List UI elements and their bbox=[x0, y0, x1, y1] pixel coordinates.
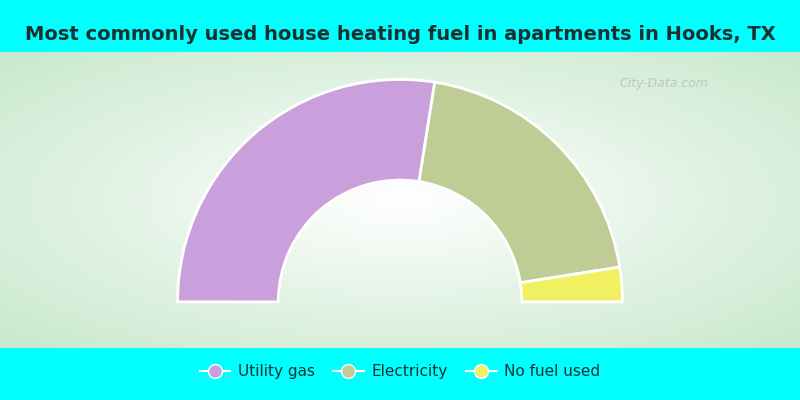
Wedge shape bbox=[178, 80, 434, 302]
Legend: Utility gas, Electricity, No fuel used: Utility gas, Electricity, No fuel used bbox=[194, 358, 606, 385]
Text: City-Data.com: City-Data.com bbox=[619, 78, 709, 90]
Wedge shape bbox=[520, 267, 622, 302]
Wedge shape bbox=[419, 82, 620, 283]
Text: Most commonly used house heating fuel in apartments in Hooks, TX: Most commonly used house heating fuel in… bbox=[25, 24, 775, 44]
